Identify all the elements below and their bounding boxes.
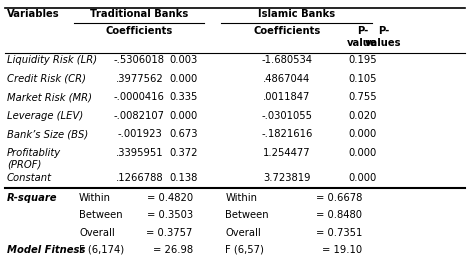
- Text: Leverage (LEV): Leverage (LEV): [7, 111, 83, 121]
- Text: 0.673: 0.673: [169, 130, 198, 140]
- Text: -.001923: -.001923: [117, 130, 162, 140]
- Text: .3977562: .3977562: [116, 74, 164, 84]
- Text: .1266788: .1266788: [116, 174, 163, 183]
- Text: -.5306018: -.5306018: [114, 55, 165, 65]
- Text: Between: Between: [79, 211, 123, 220]
- Text: = 0.6678: = 0.6678: [316, 193, 363, 203]
- Text: Model Fitness: Model Fitness: [7, 245, 86, 255]
- Text: R-square: R-square: [7, 193, 57, 203]
- Text: 0.000: 0.000: [348, 148, 376, 158]
- Text: Coefficients: Coefficients: [253, 26, 320, 36]
- Text: .0011847: .0011847: [263, 92, 310, 103]
- Text: = 0.3503: = 0.3503: [147, 211, 193, 220]
- Text: 0.000: 0.000: [348, 174, 376, 183]
- Text: Variables: Variables: [7, 9, 60, 19]
- Text: 0.000: 0.000: [170, 74, 198, 84]
- Text: 0.335: 0.335: [169, 92, 198, 103]
- Text: Coefficients: Coefficients: [106, 26, 173, 36]
- Text: 3.723819: 3.723819: [263, 174, 310, 183]
- Text: -.1821616: -.1821616: [261, 130, 313, 140]
- Text: .4867044: .4867044: [264, 74, 310, 84]
- Text: P-
value: P- value: [347, 26, 378, 48]
- Text: Bank’s Size (BS): Bank’s Size (BS): [7, 130, 88, 140]
- Text: = 26.98: = 26.98: [153, 245, 193, 255]
- Text: P-
values: P- values: [365, 26, 401, 48]
- Text: = 19.10: = 19.10: [322, 245, 363, 255]
- Text: 0.138: 0.138: [169, 174, 198, 183]
- Text: Within: Within: [79, 193, 111, 203]
- Text: F (6,174): F (6,174): [79, 245, 124, 255]
- Text: -.0000416: -.0000416: [114, 92, 165, 103]
- Text: 0.195: 0.195: [348, 55, 377, 65]
- Text: 0.000: 0.000: [348, 130, 376, 140]
- Text: 0.000: 0.000: [170, 111, 198, 121]
- Text: -.0082107: -.0082107: [114, 111, 165, 121]
- Text: Constant: Constant: [7, 174, 52, 183]
- Text: .3395951: .3395951: [116, 148, 163, 158]
- Text: F (6,57): F (6,57): [226, 245, 264, 255]
- Text: Islamic Banks: Islamic Banks: [258, 9, 335, 19]
- Text: Credit Risk (CR): Credit Risk (CR): [7, 74, 86, 84]
- Text: 0.020: 0.020: [348, 111, 377, 121]
- Text: Within: Within: [226, 193, 257, 203]
- Text: 1.254477: 1.254477: [263, 148, 311, 158]
- Text: = 0.3757: = 0.3757: [146, 228, 193, 238]
- Text: Liquidity Risk (LR): Liquidity Risk (LR): [7, 55, 97, 65]
- Text: Overall: Overall: [79, 228, 115, 238]
- Text: Traditional Banks: Traditional Banks: [91, 9, 189, 19]
- Text: -.0301055: -.0301055: [262, 111, 312, 121]
- Text: Overall: Overall: [226, 228, 261, 238]
- Text: = 0.4820: = 0.4820: [147, 193, 193, 203]
- Text: Between: Between: [226, 211, 269, 220]
- Text: = 0.7351: = 0.7351: [316, 228, 363, 238]
- Text: = 0.8480: = 0.8480: [317, 211, 363, 220]
- Text: 0.755: 0.755: [348, 92, 377, 103]
- Text: -1.680534: -1.680534: [262, 55, 312, 65]
- Text: Market Risk (MR): Market Risk (MR): [7, 92, 92, 103]
- Text: 0.003: 0.003: [170, 55, 198, 65]
- Text: 0.105: 0.105: [348, 74, 377, 84]
- Text: Profitablity
(PROF): Profitablity (PROF): [7, 148, 61, 170]
- Text: 0.372: 0.372: [169, 148, 198, 158]
